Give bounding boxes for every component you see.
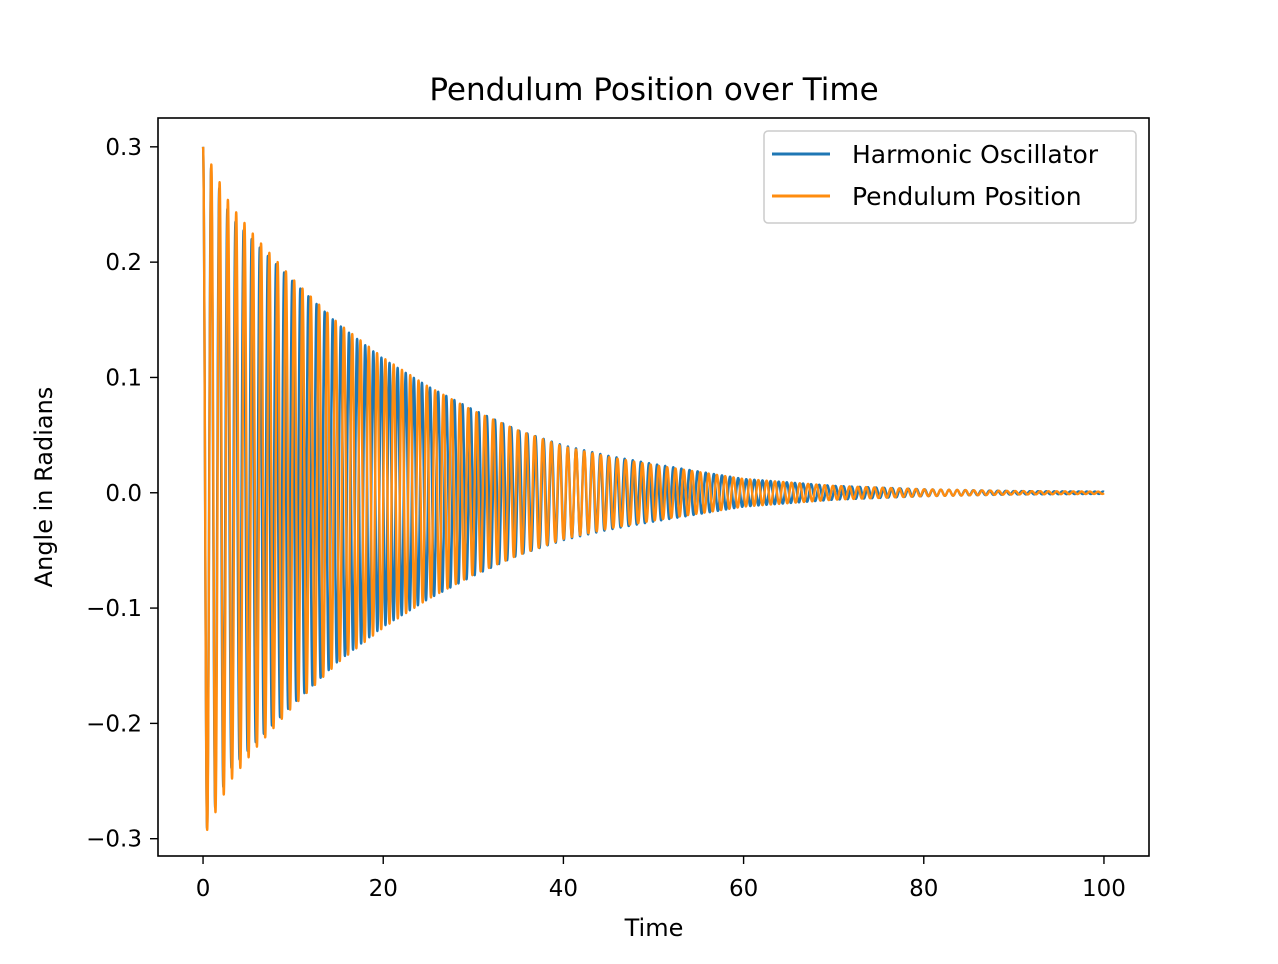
x-tick-label: 20 [369, 876, 398, 902]
x-tick-label: 100 [1082, 876, 1126, 902]
x-axis: 0 20 40 60 80 100 [196, 856, 1126, 902]
y-tick-label: −0.3 [86, 827, 142, 853]
y-tick-label: 0.0 [105, 481, 142, 507]
y-tick-label: 0.2 [105, 250, 142, 276]
x-tick-label: 40 [549, 876, 578, 902]
x-tick-label: 60 [729, 876, 758, 902]
x-tick-label: 0 [196, 876, 211, 902]
legend-box [763, 130, 1137, 224]
y-tick-label: 0.3 [105, 135, 142, 161]
series-line-pendulum-position [201, 146, 1106, 832]
plot-frame [157, 117, 1150, 857]
y-tick-label: −0.2 [86, 711, 142, 737]
x-axis-label: Time [624, 914, 684, 942]
chart-title: Pendulum Position over Time [429, 72, 878, 108]
y-axis-label: Angle in Radians [30, 387, 58, 588]
y-axis: −0.3 −0.2 −0.1 0.0 0.1 0.2 0.3 [86, 135, 158, 853]
series-layer [201, 146, 1106, 832]
legend-label-harmonic-oscillator: Harmonic Oscillator [852, 140, 1099, 169]
y-tick-label: −0.1 [86, 596, 142, 622]
legend-label-pendulum-position: Pendulum Position [852, 182, 1082, 211]
x-tick-label: 80 [909, 876, 938, 902]
legend: Harmonic Oscillator Pendulum Position [763, 130, 1137, 224]
y-tick-label: 0.1 [105, 365, 142, 391]
